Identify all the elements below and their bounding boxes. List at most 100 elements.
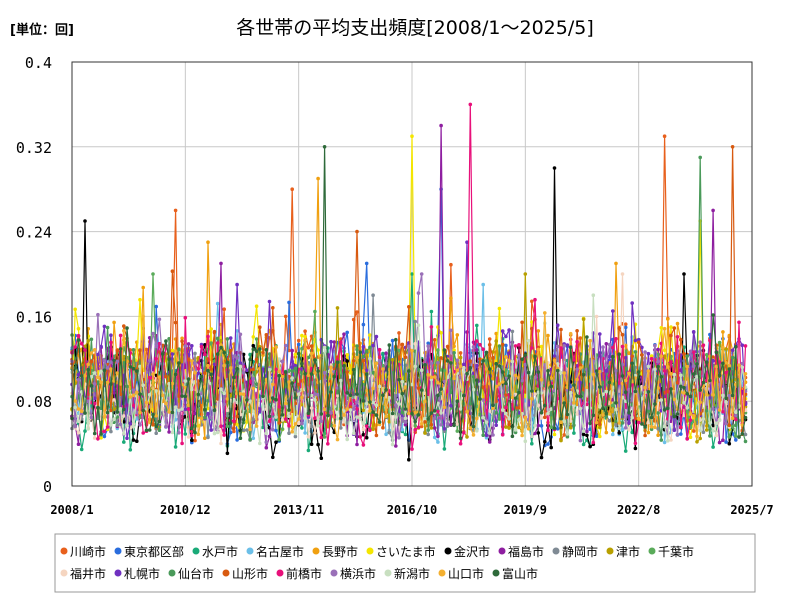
data-point bbox=[546, 411, 550, 416]
data-point bbox=[135, 369, 139, 373]
data-point bbox=[303, 431, 307, 435]
data-point bbox=[727, 435, 732, 439]
data-point bbox=[332, 340, 337, 344]
data-point bbox=[455, 399, 460, 404]
data-point bbox=[112, 387, 116, 392]
data-point bbox=[118, 407, 123, 411]
data-point bbox=[416, 291, 421, 295]
data-point bbox=[387, 419, 392, 424]
data-point bbox=[691, 429, 696, 433]
data-point bbox=[407, 305, 411, 309]
legend-label: 千葉市 bbox=[658, 544, 694, 559]
data-point bbox=[669, 360, 673, 364]
legend-item: 福井市 bbox=[60, 566, 106, 581]
data-point bbox=[656, 360, 660, 364]
data-point bbox=[251, 347, 256, 352]
data-point bbox=[426, 341, 431, 346]
data-point bbox=[287, 414, 291, 419]
data-point bbox=[494, 423, 499, 428]
data-point bbox=[261, 367, 265, 371]
data-point bbox=[462, 366, 466, 370]
data-point bbox=[73, 424, 77, 429]
data-point bbox=[423, 431, 427, 435]
data-point bbox=[517, 405, 521, 410]
data-point bbox=[504, 334, 508, 339]
data-point bbox=[296, 417, 301, 421]
data-point bbox=[601, 406, 605, 411]
data-point bbox=[183, 394, 188, 399]
data-point bbox=[623, 378, 628, 383]
data-point bbox=[423, 399, 427, 404]
data-point bbox=[351, 407, 356, 411]
data-point bbox=[572, 403, 576, 408]
data-point bbox=[125, 436, 129, 441]
data-point bbox=[147, 358, 152, 363]
data-point bbox=[283, 417, 288, 421]
data-point bbox=[225, 337, 230, 341]
data-point bbox=[517, 343, 521, 347]
data-point bbox=[215, 341, 220, 345]
data-point bbox=[494, 384, 499, 389]
data-point bbox=[83, 374, 87, 378]
data-point bbox=[122, 440, 126, 444]
data-point bbox=[471, 374, 476, 379]
data-point bbox=[76, 377, 81, 382]
legend-label: 福島市 bbox=[508, 544, 544, 559]
data-point bbox=[737, 363, 741, 368]
data-point bbox=[351, 367, 356, 372]
data-point bbox=[109, 333, 113, 338]
data-point bbox=[394, 403, 398, 407]
data-point bbox=[708, 378, 712, 383]
data-point bbox=[215, 301, 220, 306]
data-point bbox=[617, 431, 621, 435]
data-point bbox=[704, 428, 709, 432]
data-point bbox=[662, 369, 667, 373]
data-point bbox=[552, 426, 557, 431]
data-point bbox=[458, 441, 463, 446]
data-point bbox=[264, 348, 269, 352]
data-point bbox=[523, 272, 528, 276]
data-point bbox=[546, 442, 550, 446]
data-point bbox=[568, 345, 573, 350]
data-point bbox=[141, 431, 145, 435]
data-point bbox=[128, 411, 133, 416]
data-point bbox=[326, 413, 330, 418]
data-point bbox=[724, 400, 728, 404]
data-point bbox=[287, 380, 291, 384]
data-point bbox=[355, 344, 359, 348]
data-point bbox=[740, 432, 745, 436]
data-point bbox=[481, 282, 486, 287]
data-point bbox=[267, 352, 272, 356]
data-point bbox=[734, 423, 738, 428]
data-point bbox=[397, 402, 401, 406]
data-point bbox=[598, 404, 602, 408]
data-point bbox=[743, 410, 748, 415]
data-point bbox=[164, 374, 168, 379]
data-point bbox=[351, 359, 356, 363]
data-point bbox=[384, 388, 388, 392]
data-point bbox=[436, 393, 440, 398]
data-point bbox=[160, 393, 165, 398]
data-point bbox=[316, 392, 320, 397]
data-point bbox=[688, 435, 693, 440]
legend-item: 名古屋市 bbox=[246, 544, 304, 559]
data-point bbox=[507, 422, 511, 427]
data-point bbox=[173, 445, 178, 449]
data-point bbox=[377, 384, 382, 389]
data-point bbox=[543, 311, 547, 315]
data-point bbox=[345, 437, 350, 442]
data-point bbox=[76, 333, 81, 338]
data-point bbox=[721, 393, 725, 398]
data-point bbox=[640, 422, 644, 426]
data-point bbox=[730, 424, 735, 429]
data-point bbox=[154, 414, 158, 418]
data-point bbox=[465, 371, 469, 376]
data-point bbox=[183, 432, 188, 436]
data-point bbox=[83, 219, 87, 223]
data-point bbox=[436, 434, 440, 439]
data-point bbox=[423, 363, 427, 367]
data-point bbox=[475, 348, 479, 352]
data-point bbox=[717, 360, 722, 364]
data-point bbox=[206, 240, 210, 244]
data-point bbox=[209, 367, 213, 371]
